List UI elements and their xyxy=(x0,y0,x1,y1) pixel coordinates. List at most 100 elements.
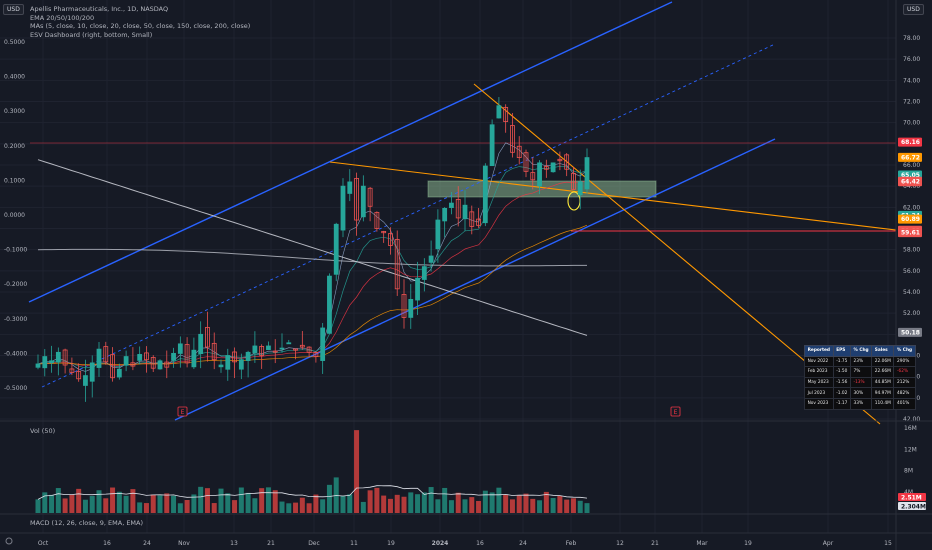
volume-bar xyxy=(408,492,414,513)
candle-body xyxy=(49,360,54,364)
time-tick-label: 16 xyxy=(476,540,484,547)
candle-body xyxy=(340,185,346,231)
volume-bar xyxy=(381,495,387,513)
channel-middle-line[interactable] xyxy=(41,43,776,388)
candle-body xyxy=(408,299,414,318)
candle-body xyxy=(462,204,468,220)
volume-bar xyxy=(143,503,149,513)
volume-bar xyxy=(523,493,529,513)
table-header-cell: Sales xyxy=(871,345,895,357)
time-tick-label: 12 xyxy=(616,540,624,547)
table-row: May 2023 -1.56 -13% 44.85M 212% xyxy=(804,376,916,389)
candle-body xyxy=(225,355,231,370)
percent-tick-label: 0.3000 xyxy=(4,108,25,115)
currency-left-button[interactable]: USD xyxy=(3,4,24,15)
price-tick-label: 58.00 xyxy=(903,247,920,254)
candle-body xyxy=(537,162,542,187)
earnings-marker-icon[interactable]: E xyxy=(670,406,681,417)
candle-body xyxy=(550,162,556,173)
percent-tick-label: 0.1000 xyxy=(4,177,25,184)
volume-bar xyxy=(252,498,258,513)
volume-bar xyxy=(116,491,122,513)
table-cell: -13% xyxy=(849,376,873,389)
candle-body xyxy=(76,371,82,380)
svg-text:2.51M: 2.51M xyxy=(901,495,922,502)
volume-label[interactable]: Vol (50) xyxy=(30,427,56,435)
percent-tick-label: -0.4000 xyxy=(4,350,27,357)
volume-bar xyxy=(415,494,421,513)
volume-bar xyxy=(191,494,197,513)
macd-label[interactable]: MACD (12, 26, close, 9, EMA, EMA) xyxy=(30,519,144,527)
settings-gear-icon[interactable] xyxy=(5,537,13,545)
ma-150-line xyxy=(37,248,587,267)
volume-tick-label: 4M xyxy=(904,489,913,496)
volume-bar xyxy=(211,503,217,513)
time-tick-label: 24 xyxy=(519,540,527,547)
candle-body xyxy=(157,360,163,370)
candle-body xyxy=(42,356,48,369)
table-cell: May 2023 xyxy=(804,376,834,389)
volume-bar xyxy=(103,498,109,513)
candle-body xyxy=(469,211,475,227)
volume-bar xyxy=(577,500,583,513)
price-tick-label: 70.00 xyxy=(903,120,920,127)
table-cell: -1.50 xyxy=(832,366,851,378)
candle-body xyxy=(171,352,176,361)
ma-200-line xyxy=(37,159,588,336)
volume-bar xyxy=(537,500,543,513)
candle-body xyxy=(577,181,583,196)
svg-text:68.16: 68.16 xyxy=(901,139,920,146)
volume-bar xyxy=(232,500,238,513)
candle-body xyxy=(435,219,441,250)
indicator-esv[interactable]: ESV Dashboard (right, bottom, Small) xyxy=(30,31,153,40)
indicator-ema[interactable]: EMA 20/50/100/200 xyxy=(30,13,95,22)
table-cell: -1.17 xyxy=(832,397,851,410)
channel-upper-line[interactable] xyxy=(28,1,673,303)
time-tick-label: 19 xyxy=(387,540,395,547)
volume-bar xyxy=(367,490,373,513)
candle-body xyxy=(455,198,461,219)
candle-body xyxy=(476,218,481,226)
volume-bar xyxy=(503,494,509,513)
support-zone[interactable] xyxy=(427,180,657,198)
indicator-mas[interactable]: MAs (5, close, 10, close, 20, close, 50,… xyxy=(30,22,251,31)
earnings-marker-icon[interactable]: E xyxy=(177,406,188,417)
channel-lower-line[interactable] xyxy=(174,138,776,421)
volume-bar xyxy=(265,487,271,513)
volume-bar xyxy=(462,499,468,513)
volume-bar xyxy=(245,492,251,513)
volume-bar xyxy=(550,498,556,513)
table-cell: -1.75 xyxy=(832,355,851,368)
currency-right-button[interactable]: USD xyxy=(903,4,924,15)
volume-axis: 16M 12M 8M 4M2.51M 2.304M xyxy=(898,425,926,511)
table-header-row: Reported EPS % Chg Sales % Chg xyxy=(804,345,916,357)
candle-body xyxy=(415,277,420,301)
volume-bar xyxy=(313,494,319,513)
candle-body xyxy=(116,368,122,378)
table-cell: -1.56 xyxy=(832,376,851,389)
price-tick-label: 74.00 xyxy=(903,77,920,84)
price-tick-label: 52.00 xyxy=(903,310,920,317)
percent-tick-label: -0.3000 xyxy=(4,316,27,323)
price-labels: 68.1666.7265.0564.4764.4261.2460.8959.83… xyxy=(898,137,922,337)
svg-text:64.42: 64.42 xyxy=(901,179,920,186)
descending-trendline[interactable] xyxy=(329,161,897,231)
candle-body xyxy=(245,351,251,362)
candle-body xyxy=(89,362,95,382)
table-header-cell: % Chg xyxy=(893,345,916,357)
candle-body xyxy=(313,352,319,357)
table-cell: Nov 2022 xyxy=(804,355,834,368)
volume-ma-line xyxy=(37,485,588,500)
candle-body xyxy=(421,266,427,280)
volume-bar xyxy=(137,502,143,513)
table-cell: -1.02 xyxy=(832,387,851,399)
time-tick-label: 16 xyxy=(103,540,111,547)
candle-body xyxy=(62,349,68,366)
volume-bar xyxy=(62,498,68,513)
time-axis[interactable]: Oct 16 24 Nov 13 21 Dec 11 19 2024 16 24 Feb 12 21 Mar 1… xyxy=(38,540,892,547)
symbol-title[interactable]: Apellis Pharmaceuticals, Inc., 1D, NASDA… xyxy=(30,5,169,13)
price-label: 66.72 xyxy=(898,152,922,162)
volume-bar xyxy=(306,503,312,513)
table-cell: 44.85M xyxy=(871,376,895,389)
